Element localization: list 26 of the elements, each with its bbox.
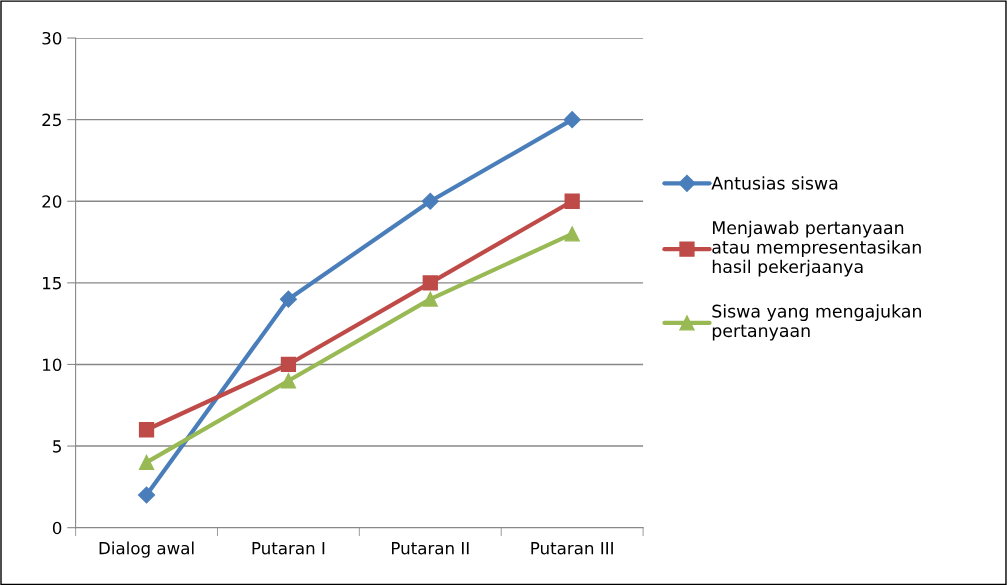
y-tick-label: 5	[53, 440, 61, 453]
point	[422, 275, 438, 291]
y-tick-label: 25	[42, 113, 61, 127]
x-tick-label: Putaran III	[531, 542, 613, 555]
x-tick-label: Putaran I	[252, 542, 325, 555]
point	[138, 454, 155, 471]
point	[564, 226, 580, 242]
point	[138, 422, 155, 438]
point	[421, 192, 439, 210]
y-tick-label: 20	[42, 195, 62, 208]
point	[279, 290, 297, 308]
point	[280, 373, 297, 389]
point	[422, 291, 438, 307]
point	[563, 111, 581, 129]
y-tick-label: 10	[43, 358, 62, 372]
legend-label: Menjawab pertanyaan atau mempresentasikan hasil pekerjaanya	[712, 220, 921, 277]
x-tick-label: Dialog awal	[99, 541, 194, 558]
legend-label: Antusias siswa	[711, 176, 838, 190]
point	[564, 193, 580, 209]
y-tick-label: 15	[43, 277, 61, 290]
y-tick-label: 30	[42, 31, 62, 45]
legend-label: Siswa yang mengajukan pertanyaan	[712, 304, 921, 341]
point	[137, 486, 156, 504]
y-tick-label: 0	[52, 521, 62, 535]
point	[280, 356, 297, 373]
x-tick-label: Putaran II	[392, 542, 469, 555]
